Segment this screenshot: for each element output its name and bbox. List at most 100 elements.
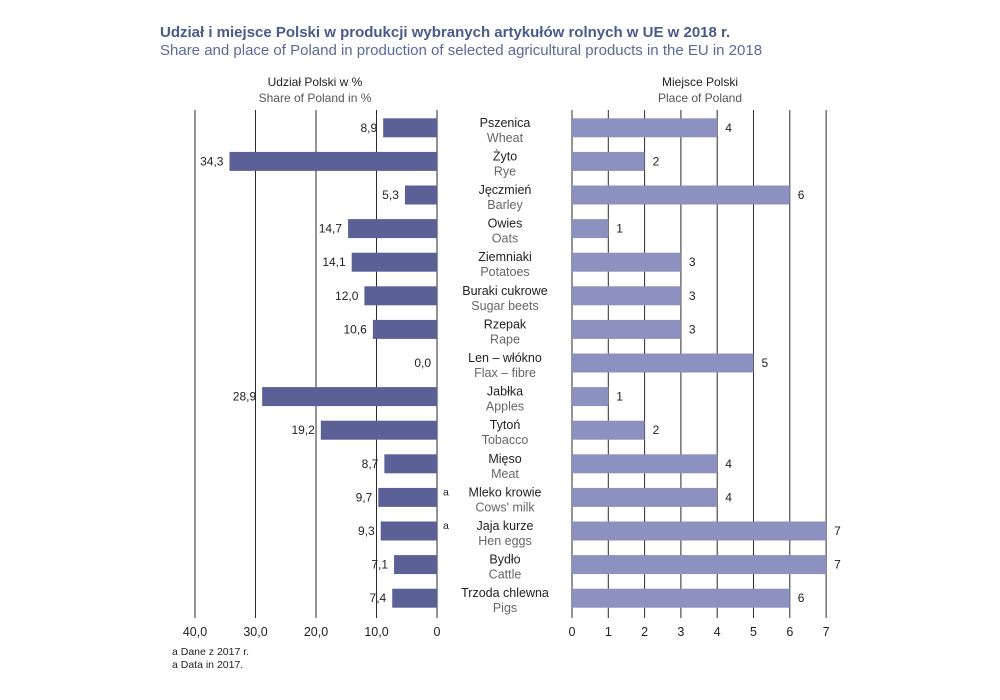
share-value-label: 10,6	[344, 322, 368, 336]
category-label-pl: Rzepak	[484, 317, 527, 331]
category-label-pl: Len – włókno	[468, 351, 542, 365]
share-value-label: 9,3	[358, 524, 375, 538]
left-tick-label: 0	[434, 625, 441, 639]
category-label-pl: Jęczmień	[479, 183, 532, 197]
place-value-label: 7	[834, 558, 841, 572]
place-value-label: 1	[616, 222, 623, 236]
category-label-pl: Mleko krowie	[469, 485, 542, 499]
right-tick-label: 3	[677, 625, 684, 639]
category-label-en: Meat	[491, 467, 519, 481]
right-tick-label: 6	[786, 625, 793, 639]
place-value-label: 4	[725, 121, 732, 135]
share-value-label: 5,3	[382, 188, 399, 202]
category-label-pl: Owies	[488, 217, 523, 231]
left-tick-label: 10,0	[364, 625, 388, 639]
share-value-label: 28,9	[233, 390, 257, 404]
place-bar	[572, 521, 827, 541]
right-panel-header-en: Place of Poland	[658, 91, 742, 105]
category-label-en: Rye	[494, 164, 516, 178]
left-tick-label: 30,0	[243, 625, 267, 639]
place-bar	[572, 151, 645, 171]
place-value-label: 5	[762, 356, 769, 370]
place-bar	[572, 387, 609, 407]
category-label-pl: Jabłka	[487, 385, 523, 399]
place-value-label: 2	[653, 423, 660, 437]
place-bar	[572, 487, 718, 507]
place-value-label: 2	[653, 154, 660, 168]
left-panel-header-pl: Udział Polski w %	[268, 75, 363, 89]
right-tick-label: 7	[823, 625, 830, 639]
left-tick-label: 40,0	[183, 625, 207, 639]
share-bar	[320, 420, 437, 440]
share-value-label: 19,2	[291, 423, 315, 437]
share-value-label: 14,7	[319, 222, 343, 236]
place-bar	[572, 420, 645, 440]
share-value-label: 0,0	[414, 356, 431, 370]
category-label-pl: Mięso	[488, 452, 521, 466]
place-bar	[572, 588, 790, 608]
category-label-en: Cows' milk	[475, 500, 535, 514]
place-bar	[572, 353, 754, 373]
chart-title: Udział i miejsce Polski w produkcji wybr…	[160, 24, 730, 41]
footnote-mark: a	[443, 486, 449, 498]
footnote-pl: a Dane z 2017 r.	[172, 646, 249, 658]
share-value-label: 12,0	[335, 289, 359, 303]
share-bar	[229, 151, 437, 171]
left-panel-header-en: Share of Poland in %	[259, 91, 372, 105]
share-bar	[394, 555, 437, 575]
share-bar	[372, 319, 437, 339]
place-value-label: 6	[798, 591, 805, 605]
right-tick-label: 2	[641, 625, 648, 639]
category-label-en: Sugar beets	[471, 299, 538, 313]
share-bar	[262, 387, 437, 407]
right-tick-label: 5	[750, 625, 757, 639]
axis-ticks: 40,0 30,0 20,0 10,0 0 0 1 2 3 4 5 6 7	[183, 625, 830, 639]
place-value-label: 4	[725, 457, 732, 471]
category-label-en: Flax – fibre	[474, 366, 536, 380]
place-value-label: 6	[798, 188, 805, 202]
share-value-label: 9,7	[356, 490, 373, 504]
share-value-label: 34,3	[200, 154, 224, 168]
place-value-label: 7	[834, 524, 841, 538]
category-label-en: Tobacco	[482, 433, 529, 447]
share-value-label: 8,7	[362, 457, 379, 471]
place-bar	[572, 319, 681, 339]
share-bar	[380, 521, 437, 541]
place-bar	[572, 555, 827, 575]
category-label-en: Pigs	[493, 601, 517, 615]
share-bar	[392, 588, 437, 608]
category-label-pl: Żyto	[493, 149, 517, 163]
share-bar	[348, 219, 437, 239]
right-tick-label: 1	[605, 625, 612, 639]
right-tick-label: 4	[714, 625, 721, 639]
place-value-label: 3	[689, 322, 696, 336]
share-value-label: 7,1	[371, 558, 388, 572]
category-label-en: Cattle	[489, 568, 522, 582]
footnote-en: a Data in 2017.	[172, 659, 243, 671]
share-bar	[364, 286, 437, 306]
category-label-en: Hen eggs	[478, 534, 532, 548]
share-value-label: 8,9	[360, 121, 377, 135]
place-value-label: 3	[689, 255, 696, 269]
category-label-en: Wheat	[487, 131, 524, 145]
category-label-en: Potatoes	[480, 265, 529, 279]
share-bar	[384, 454, 437, 474]
share-value-label: 7,4	[370, 591, 387, 605]
place-value-label: 3	[689, 289, 696, 303]
place-bar	[572, 219, 609, 239]
footnote-mark: a	[443, 520, 449, 532]
category-label-en: Oats	[492, 232, 518, 246]
category-label-pl: Trzoda chlewna	[461, 586, 549, 600]
category-label-en: Apples	[486, 400, 524, 414]
place-bar	[572, 252, 681, 272]
category-label-pl: Bydło	[489, 553, 520, 567]
share-bar	[383, 118, 437, 138]
share-bar	[351, 252, 437, 272]
share-value-label: 14,1	[322, 255, 346, 269]
left-tick-label: 20,0	[304, 625, 328, 639]
category-label-en: Rape	[490, 332, 520, 346]
chart-subtitle: Share and place of Poland in production …	[160, 42, 762, 59]
category-label-pl: Buraki cukrowe	[462, 284, 547, 298]
